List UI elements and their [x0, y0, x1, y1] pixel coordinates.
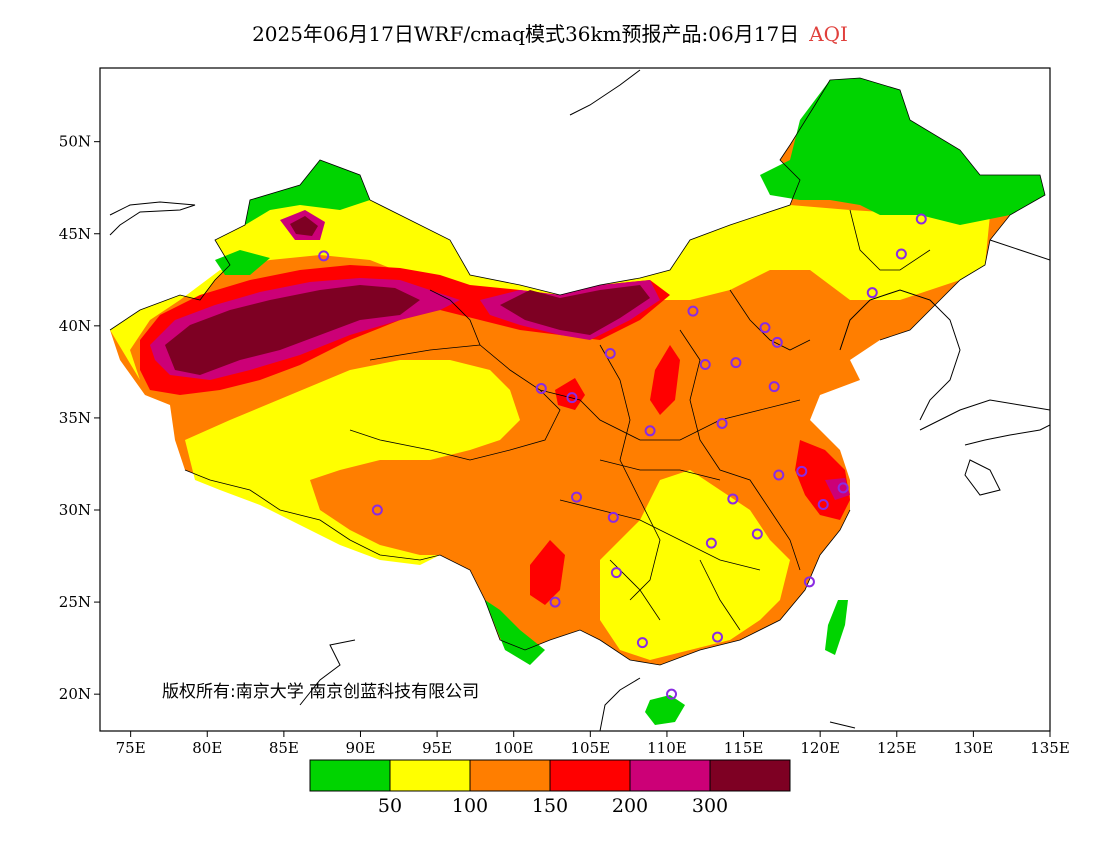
region-red-sichuan	[530, 540, 565, 605]
station-marker	[895, 248, 907, 260]
station-marker	[687, 305, 699, 317]
lon-tick-label: 80E	[192, 739, 222, 757]
station-marker	[796, 465, 808, 477]
region-green-xinjiang-west	[215, 250, 270, 275]
station-marker	[666, 688, 678, 700]
lat-tick-label: 50N	[59, 133, 91, 151]
map-axes: 50N 45N 40N 35N 30N 25N 20N 75E 80E 85E 90E 95E 100E…	[59, 133, 1070, 757]
region-yellow-tibet	[185, 360, 520, 565]
station-marker	[571, 491, 583, 503]
lat-tick-label: 45N	[59, 225, 91, 243]
colorbar-swatch	[389, 759, 471, 792]
lat-tick-label: 40N	[59, 317, 91, 335]
station-marker	[751, 528, 763, 540]
lon-tick-label: 135E	[1030, 739, 1070, 757]
region-green-northeast	[760, 78, 1045, 225]
station-marker	[604, 347, 616, 359]
station-marker	[607, 511, 619, 523]
lon-tick-label: 110E	[647, 739, 687, 757]
lon-tick-label: 85E	[269, 739, 299, 757]
station-marker	[566, 392, 578, 404]
title-variable: AQI	[809, 22, 848, 46]
lon-tick-label: 90E	[345, 739, 375, 757]
colorbar-label: 50	[378, 795, 402, 817]
map-plot-area: 版权所有:南京大学 南京创蓝科技有限公司	[100, 68, 1050, 731]
region-yellow-north	[110, 160, 990, 380]
region-red-central	[650, 345, 680, 415]
station-marker	[803, 576, 815, 588]
region-yellow-south	[600, 470, 790, 660]
coastlines	[109, 69, 1050, 731]
station-marker	[727, 493, 739, 505]
colorbar-label: 150	[532, 795, 568, 817]
station-marker	[636, 637, 648, 649]
lat-tick-label: 25N	[59, 593, 91, 611]
map-title: 2025年06月17日WRF/cmaq模式36km预报产品:06月17日 AQI	[0, 18, 1100, 47]
lon-tick-label: 100E	[494, 739, 534, 757]
title-main: 2025年06月17日WRF/cmaq模式36km预报产品:06月17日	[252, 22, 800, 46]
station-marker	[730, 357, 742, 369]
aqi-colorbar: 50 100 150 200 300	[309, 759, 791, 817]
station-marker	[610, 567, 622, 579]
lon-tick-label: 75E	[116, 739, 146, 757]
station-marker	[371, 504, 383, 516]
lon-tick-label: 120E	[800, 739, 840, 757]
station-marker	[768, 381, 780, 393]
station-marker	[866, 287, 878, 299]
region-green-taiwan	[825, 600, 848, 655]
colorbar-swatch	[309, 759, 391, 792]
station-marker	[644, 425, 656, 437]
station-marker	[771, 336, 783, 348]
lon-tick-label: 130E	[954, 739, 994, 757]
region-red-east	[795, 440, 850, 520]
station-marker	[535, 382, 547, 394]
lat-tick-label: 35N	[59, 409, 91, 427]
station-marker	[716, 417, 728, 429]
colorbar-label: 200	[612, 795, 648, 817]
region-green-hainan	[645, 695, 685, 725]
colorbar-label: 100	[452, 795, 488, 817]
map-frame	[99, 67, 1051, 732]
station-marker	[817, 498, 829, 510]
lon-tick-label: 95E	[422, 739, 452, 757]
region-green-south	[485, 600, 545, 665]
copyright-text: 版权所有:南京大学 南京创蓝科技有限公司	[162, 682, 479, 702]
station-marker	[915, 213, 927, 225]
colorbar-swatch	[469, 759, 551, 792]
station-marker	[318, 250, 330, 262]
region-maroon-dzungar	[290, 216, 318, 236]
station-marker	[837, 482, 849, 494]
region-maroon-tarim	[165, 285, 420, 375]
lat-tick-label: 20N	[59, 685, 91, 703]
colorbar-swatch	[629, 759, 711, 792]
station-markers	[318, 213, 927, 700]
colorbar-swatch	[709, 759, 791, 792]
station-marker	[712, 631, 723, 643]
station-marker	[699, 359, 711, 371]
station-marker	[773, 469, 785, 481]
colorbar-swatch	[549, 759, 631, 792]
lon-tick-label: 105E	[571, 739, 611, 757]
station-marker	[549, 596, 561, 608]
lon-tick-label: 115E	[724, 739, 764, 757]
lat-tick-label: 30N	[59, 501, 91, 519]
station-marker	[759, 322, 771, 334]
colorbar-label: 300	[692, 795, 728, 817]
lon-tick-label: 125E	[877, 739, 917, 757]
region-maroon-alxa	[500, 285, 650, 335]
region-green-xinjiang	[245, 160, 370, 225]
station-marker	[705, 537, 717, 549]
